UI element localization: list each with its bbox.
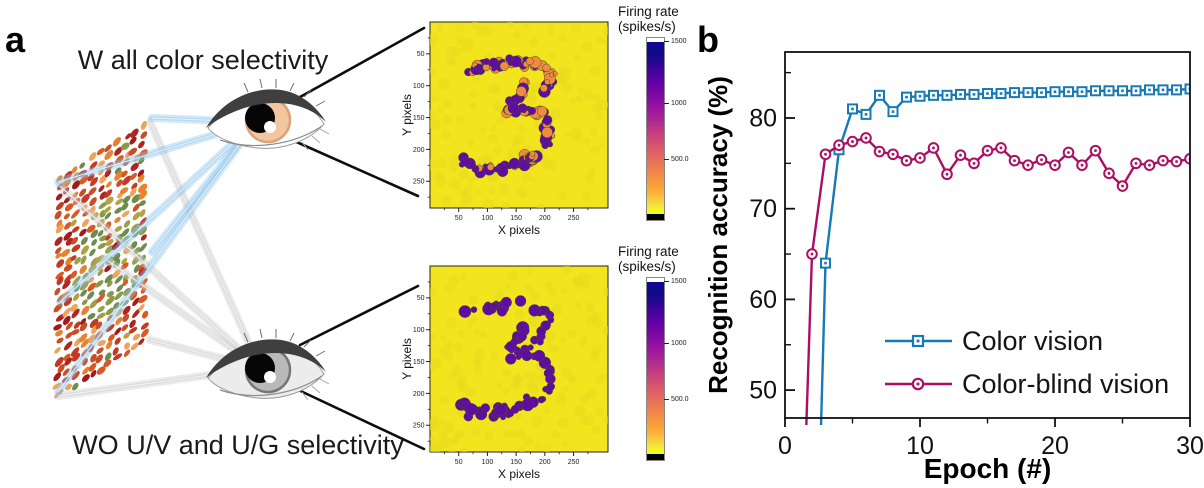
svg-text:50: 50 (455, 215, 463, 222)
pupil-highlight (264, 121, 276, 133)
dot-layer (430, 22, 608, 208)
colorbar-tick-label: 1500 (671, 37, 687, 45)
colorbar-bottom-gradient (646, 277, 665, 461)
y-axis-label: Y pixels (400, 338, 414, 380)
upper-eyelid (206, 89, 326, 128)
svg-text:200: 200 (413, 391, 425, 398)
recognition-accuracy-chart: 0 10 20 30 50 60 70 80 Epoch (#) Recognition accu… (703, 51, 1204, 484)
svg-text:70: 70 (749, 195, 777, 223)
firing-map-color-blind-chart: 50 100 150 200 250 50 100 150 200 250 X pixels Y pi… (400, 265, 609, 481)
legend: Color vision Color-blind vision (885, 326, 1169, 399)
svg-text:100: 100 (482, 215, 494, 222)
colorbar-tick-label: 500.0 (671, 395, 689, 403)
color-vision-eye-icon (206, 78, 330, 151)
panel-a-bottom-caption: WO U/V and U/G selectivity (72, 430, 404, 460)
svg-text:250: 250 (568, 215, 580, 222)
svg-text:150: 150 (510, 459, 522, 466)
svg-text:50: 50 (455, 459, 463, 466)
upper-eyelid (206, 339, 326, 378)
colorbar-top-gradient (646, 37, 665, 221)
svg-text:10: 10 (906, 432, 934, 460)
axes: 50 100 150 200 250 50 100 150 200 250 (413, 37, 589, 222)
eye-to-plot-connector (290, 385, 426, 451)
firing-map-color-vision-chart: 50 100 150 200 250 50 100 150 200 250 X pixels Y pi… (400, 21, 609, 237)
lower-eyelid (219, 375, 323, 397)
panel-b-label: b (697, 19, 719, 60)
plot-frame (784, 51, 1191, 419)
colorbar-tick-label: 1000 (671, 339, 687, 347)
svg-text:0: 0 (778, 432, 792, 460)
colorbar-title-line1: Firing rate (618, 4, 679, 19)
svg-text:250: 250 (413, 423, 425, 430)
colorbar-tick (664, 40, 669, 42)
color-blind-eye-icon (206, 328, 330, 401)
light-rays-layer (54, 26, 426, 451)
colorbar-tick (664, 342, 669, 344)
lower-eyelid (219, 125, 323, 147)
svg-text:50: 50 (417, 51, 425, 58)
svg-text:200: 200 (539, 459, 551, 466)
colorbar-top: Firing rate (spikes/s) 1500 1000 500.0 (616, 4, 708, 246)
x-axis-label: Epoch (#) (924, 453, 1052, 484)
colorbar-title-line2: (spikes/s) (618, 259, 676, 275)
svg-text:30: 30 (1176, 432, 1204, 460)
svg-text:150: 150 (413, 115, 425, 122)
svg-text:250: 250 (413, 179, 425, 186)
colorbar-tick (664, 102, 669, 104)
dot-layer (430, 266, 608, 452)
eye-to-plot-connector (298, 26, 426, 99)
svg-text:50: 50 (749, 377, 777, 405)
colorbar-tick (664, 398, 669, 400)
pupil-highlight (264, 371, 276, 383)
colorbar-title-line2: (spikes/s) (618, 19, 676, 35)
svg-text:200: 200 (539, 215, 551, 222)
x-axis-label: X pixels (498, 467, 540, 481)
colorbar-tick-label: 1000 (671, 99, 687, 107)
svg-text:50: 50 (417, 295, 425, 302)
svg-text:150: 150 (510, 215, 522, 222)
svg-text:60: 60 (749, 286, 777, 314)
eyelashes (243, 78, 330, 151)
series-layer (805, 83, 1190, 425)
colorbar-tick (664, 280, 669, 282)
svg-text:150: 150 (413, 359, 425, 366)
panel-a-label: a (5, 19, 26, 60)
colorbar-tick (664, 158, 669, 160)
svg-text:80: 80 (749, 105, 777, 133)
axes: 0 10 20 30 50 60 70 80 (749, 71, 1204, 460)
legend-label: Color-blind vision (962, 369, 1169, 399)
y-axis-label: Recognition accuracy (%) (703, 76, 733, 394)
svg-text:20: 20 (1041, 432, 1069, 460)
colorbar-bottom: Firing rate (spikes/s) 1500 1000 500.0 (616, 244, 708, 486)
svg-text:250: 250 (568, 459, 580, 466)
svg-text:100: 100 (413, 83, 425, 90)
panel-a-top-caption: W all color selectivity (77, 45, 329, 75)
svg-text:100: 100 (482, 459, 494, 466)
svg-text:200: 200 (413, 147, 425, 154)
colorbar-tick-label: 1500 (671, 277, 687, 285)
colorbar-title-line1: Firing rate (618, 244, 679, 259)
eye-to-plot-connector (290, 138, 420, 198)
colorbar-tick-label: 500.0 (671, 155, 689, 163)
series-line-circle (805, 136, 1190, 425)
eye-to-plot-connector (298, 284, 420, 347)
x-axis-label: X pixels (498, 223, 540, 237)
svg-text:100: 100 (413, 327, 425, 334)
y-axis-label: Y pixels (400, 94, 414, 136)
colorbar-top-title: Firing rate (spikes/s) (618, 4, 679, 34)
legend-label: Color vision (962, 326, 1103, 356)
eyelashes (243, 328, 330, 401)
colorbar-bottom-title: Firing rate (spikes/s) (618, 244, 679, 274)
axes: 50 100 150 200 250 50 100 150 200 250 (413, 281, 589, 466)
